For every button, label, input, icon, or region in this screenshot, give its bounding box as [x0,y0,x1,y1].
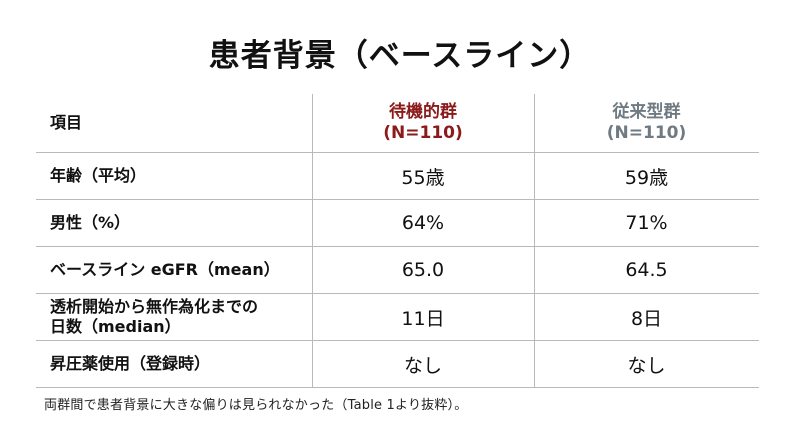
group2-name: 従来型群 [612,102,681,122]
group1-name: 待機的群 [389,102,457,122]
group2-value: なし [627,354,666,377]
column-divider [312,294,313,340]
row-label: 男性（%） [50,213,131,232]
table-row-male: 男性（%） 64% 71% [36,200,759,247]
group2-n: (N=110) [606,123,687,143]
table-row-vasopressor: 昇圧薬使用（登録時） なし なし [36,341,759,388]
group1-n: (N=110) [383,123,463,143]
row-label-line2: 日数（median） [50,317,181,336]
slide-title: 患者背景（ベースライン） [208,38,592,74]
group1-column-header: 待機的群 (N=110) [312,94,534,152]
group1-value: 11日 [401,307,445,330]
column-divider [534,153,535,199]
baseline-table: 項目 待機的群 (N=110) 従来型群 (N=110) 年齢（平均） 55歳 … [36,94,759,388]
table-row-egfr: ベースライン eGFR（mean） 65.0 64.5 [36,247,759,294]
table-row-age: 年齢（平均） 55歳 59歳 [36,153,759,200]
column-divider [312,200,313,246]
row-label: 昇圧薬使用（登録時） [50,354,211,373]
group2-value: 64.5 [625,259,668,281]
item-column-header: 項目 [50,113,83,132]
row-label: ベースライン eGFR（mean） [50,260,280,279]
table-header-row: 項目 待機的群 (N=110) 従来型群 (N=110) [36,94,759,153]
column-divider [312,153,313,199]
column-divider [534,94,535,152]
group1-value: 64% [401,212,445,234]
column-divider [534,294,535,340]
group2-value: 8日 [630,307,663,330]
group2-column-header: 従来型群 (N=110) [534,94,759,152]
column-divider [534,200,535,246]
group2-value: 59歳 [624,166,669,189]
table-row-days-to-randomization: 透析開始から無作為化までの 日数（median） 11日 8日 [36,294,759,341]
column-divider [312,94,313,152]
row-label: 年齢（平均） [50,166,147,185]
column-divider [534,341,535,387]
group1-value: 55歳 [401,166,445,189]
column-divider [312,341,313,387]
column-divider [312,247,313,293]
group2-value: 71% [625,212,668,234]
group1-value: なし [403,354,442,377]
footnote: 両群間で患者背景に大きな偏りは見られなかった（Table 1より抜粋）。 [44,398,468,413]
column-divider [534,247,535,293]
group1-value: 65.0 [401,259,445,281]
row-label: 透析開始から無作為化までの 日数（median） [36,294,312,340]
row-label-line1: 透析開始から無作為化までの [50,297,259,316]
